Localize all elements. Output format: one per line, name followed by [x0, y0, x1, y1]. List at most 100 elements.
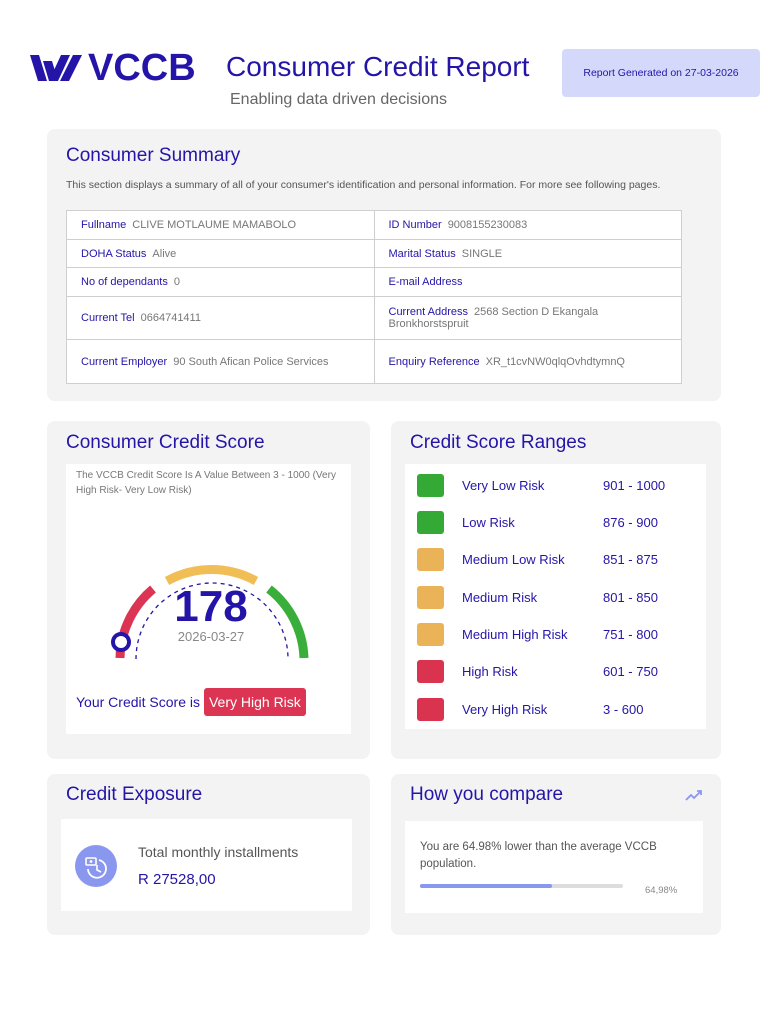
range-name: Medium Low Risk — [462, 551, 565, 567]
monthly-installments-label: Total monthly installments — [138, 844, 299, 860]
list-item: Very High Risk 3 - 600 — [417, 697, 697, 721]
dependants-label: No of dependants — [81, 276, 168, 288]
vccb-logo: VCCB — [30, 47, 196, 89]
current-employer-value: 90 South Afican Police Services — [173, 355, 329, 368]
credit-score-ranges-list: Very Low Risk 901 - 1000 Low Risk 876 - 90… — [405, 464, 706, 729]
comparison-text: You are 64.98% lower than the average VC… — [420, 841, 657, 870]
enquiry-reference-value: XR_t1cvNW0qlqOvhdtymnQ — [485, 355, 625, 368]
doha-status-label: DOHA Status — [81, 247, 147, 260]
range-name: High Risk — [462, 663, 518, 679]
range-value: 3 - 600 — [603, 701, 644, 717]
range-color-swatch — [417, 622, 444, 646]
range-color-swatch — [417, 473, 444, 497]
current-employer-label: Current Employer — [81, 355, 168, 368]
table-row: Fullname CLIVE MOTLAUME MAMABOLO ID Numbe… — [66, 210, 682, 240]
monthly-installments-value: R 27528,00 — [138, 871, 216, 888]
credit-score-ranges-card: Credit Score Ranges Very Low Risk 901 - 1… — [391, 421, 721, 759]
vccb-logo-mark-icon — [30, 55, 82, 81]
range-value: 851 - 875 — [603, 551, 658, 567]
gauge-yellow-segment — [164, 565, 259, 585]
consumer-summary-table: Fullname CLIVE MOTLAUME MAMABOLO ID Numbe… — [66, 210, 682, 384]
table-row: No of dependants 0 E-mail Address — [66, 267, 682, 297]
report-header: VCCB Consumer Credit Report Enabling dat… — [0, 0, 768, 120]
range-color-swatch — [417, 697, 444, 721]
credit-exposure-card: Credit Exposure Total monthly installmen… — [47, 774, 370, 935]
range-name: Very Low Risk — [462, 477, 545, 493]
credit-score-title: Consumer Credit Score — [66, 432, 265, 453]
range-value: 801 - 850 — [603, 589, 658, 605]
fullname-label: Fullname — [81, 219, 127, 231]
gauge-score-marker — [111, 632, 131, 652]
trend-up-icon — [685, 790, 702, 801]
credit-score-date: 2026-03-27 — [177, 629, 245, 644]
range-name: Very High Risk — [462, 701, 548, 717]
dependants-cell: No of dependants 0 — [66, 267, 375, 297]
list-item: Low Risk 876 - 900 — [417, 510, 697, 534]
current-address-label: Current Address — [388, 306, 468, 318]
list-item: Medium Risk 801 - 850 — [417, 585, 697, 609]
consumer-summary-card: Consumer Summary This section displays a… — [47, 129, 721, 401]
id-number-value: 9008155230083 — [447, 219, 528, 231]
page-title: Consumer Credit Report — [226, 51, 530, 82]
credit-score-value: 178 — [174, 582, 248, 631]
consumer-summary-description: This section displays a summary of all o… — [66, 179, 661, 191]
list-item: Medium Low Risk 851 - 875 — [417, 547, 697, 571]
range-value: 901 - 1000 — [603, 477, 666, 493]
how-you-compare-panel: You are 64.98% lower than the average VC… — [405, 821, 703, 913]
how-you-compare-title: How you compare — [410, 784, 564, 805]
marital-status-value: SINGLE — [461, 247, 503, 260]
current-employer-cell: Current Employer 90 South Afican Police S… — [66, 339, 375, 384]
range-color-swatch — [417, 585, 444, 609]
doha-status-cell: DOHA Status Alive — [66, 239, 375, 268]
credit-exposure-panel: Total monthly installments R 27528,00 — [61, 819, 352, 911]
marital-status-label: Marital Status — [388, 247, 456, 260]
range-color-swatch — [417, 547, 444, 571]
credit-score-result-label: Your Credit Score is — [76, 694, 200, 710]
comparison-progress-fill — [420, 884, 552, 888]
list-item: Medium High Risk 751 - 800 — [417, 622, 697, 646]
comparison-progress-bar — [420, 884, 623, 888]
report-generated-badge: Report Generated on 27-03-2026 — [562, 49, 760, 97]
dependants-value: 0 — [173, 276, 180, 288]
range-value: 601 - 750 — [603, 663, 658, 679]
range-name: Medium Risk — [462, 589, 538, 605]
table-row: Current Tel 0664741411 Current Address 256… — [66, 296, 682, 340]
id-number-cell: ID Number 9008155230083 — [373, 210, 682, 240]
risk-level-badge: Very High Risk — [203, 688, 306, 716]
gauge-green-segment — [266, 585, 309, 659]
credit-score-gauge — [111, 565, 309, 660]
current-tel-label: Current Tel — [81, 312, 135, 324]
range-color-swatch — [417, 659, 444, 683]
email-label: E-mail Address — [388, 276, 463, 288]
gauge-dashed-arc — [135, 582, 289, 660]
logo-text: VCCB — [88, 47, 196, 89]
credit-score-description: The VCCB Credit Score Is A Value Between… — [76, 470, 336, 496]
doha-status-value: Alive — [152, 247, 177, 260]
table-row: DOHA Status Alive Marital Status SINGLE — [66, 239, 682, 268]
range-value: 751 - 800 — [603, 626, 658, 642]
id-number-label: ID Number — [388, 219, 442, 231]
fullname-value: CLIVE MOTLAUME MAMABOLO — [132, 219, 297, 231]
enquiry-reference-cell: Enquiry Reference XR_t1cvNW0qlqOvhdtymnQ — [373, 339, 682, 384]
page-subtitle: Enabling data driven decisions — [230, 91, 448, 108]
marital-status-cell: Marital Status SINGLE — [373, 239, 682, 268]
credit-score-panel: The VCCB Credit Score Is A Value Between… — [66, 464, 351, 734]
current-tel-value: 0664741411 — [140, 312, 201, 324]
current-address-cell: Current Address 2568 Section D Ekangala B… — [373, 296, 682, 340]
range-color-swatch — [417, 510, 444, 534]
email-cell: E-mail Address — [373, 267, 682, 297]
consumer-summary-title: Consumer Summary — [66, 145, 241, 166]
how-you-compare-card: How you compare You are 64.98% lower tha… — [391, 774, 721, 935]
list-item: High Risk 601 - 750 — [417, 659, 697, 683]
current-address-value: 2568 Section D Ekangala Bronkhorstspruit — [388, 306, 599, 330]
range-name: Low Risk — [462, 514, 515, 530]
range-name: Medium High Risk — [462, 626, 568, 642]
list-item: Very Low Risk 901 - 1000 — [417, 473, 697, 497]
range-value: 876 - 900 — [603, 514, 658, 530]
credit-score-result: Your Credit Score is Very High Risk — [76, 688, 306, 716]
comparison-percent-label: 64,98% — [645, 885, 678, 896]
credit-exposure-title: Credit Exposure — [66, 784, 203, 805]
fullname-cell: Fullname CLIVE MOTLAUME MAMABOLO — [66, 210, 375, 240]
credit-score-ranges-title: Credit Score Ranges — [410, 432, 587, 453]
credit-score-card: Consumer Credit Score The VCCB Credit Sc… — [47, 421, 370, 759]
